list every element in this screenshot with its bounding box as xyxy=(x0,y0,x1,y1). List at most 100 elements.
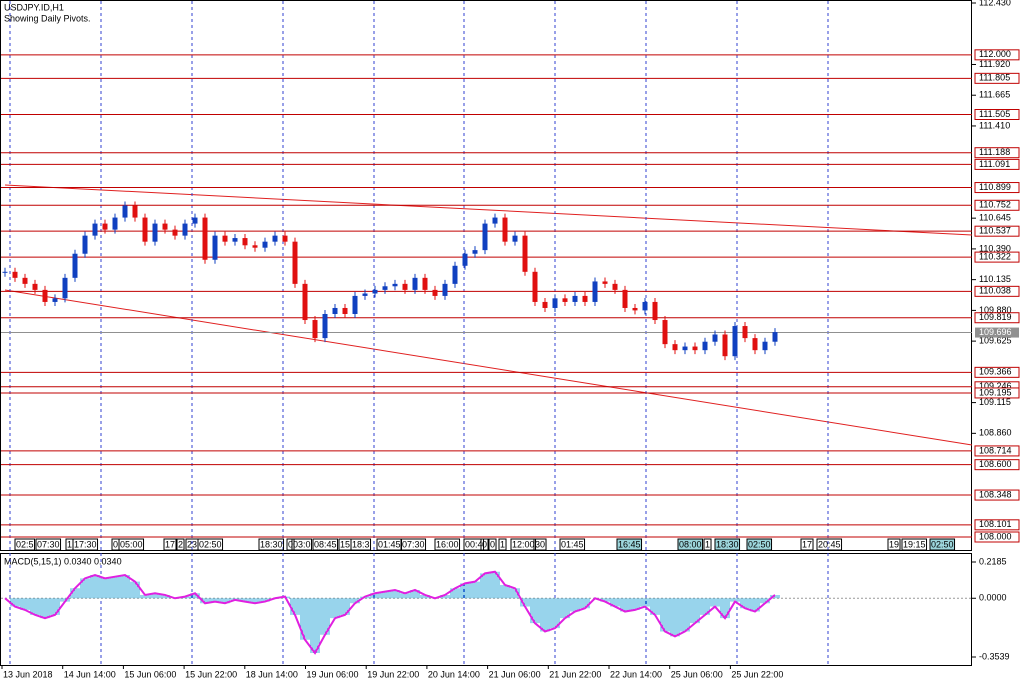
y-tick-label: 110.645 xyxy=(979,213,1011,223)
session-label: 18:30 xyxy=(260,539,283,549)
pivot-label: 110.537 xyxy=(979,226,1011,236)
pivot-box xyxy=(974,366,1020,378)
pivot-box xyxy=(974,312,1020,324)
candle xyxy=(482,223,488,251)
candle xyxy=(532,271,538,302)
x-tick-label: 20 Jun 14:00 xyxy=(428,669,480,679)
pivot-box xyxy=(974,72,1020,84)
x-tick-label: 15 Jun 06:00 xyxy=(124,669,176,679)
session-box xyxy=(291,538,313,551)
candle xyxy=(42,289,48,302)
candle xyxy=(202,217,208,260)
session-label: 03:0 xyxy=(293,539,311,549)
trend-line xyxy=(4,184,973,236)
candle xyxy=(352,295,358,314)
pivot-box xyxy=(974,387,1020,399)
session-box xyxy=(72,538,99,551)
candle xyxy=(592,281,598,302)
candle xyxy=(752,338,758,351)
session-label: 07:30 xyxy=(402,539,425,549)
y-tick-label: 109.880 xyxy=(979,305,1012,315)
session-label: 15 xyxy=(340,539,350,549)
pivot-box xyxy=(974,49,1020,61)
session-box xyxy=(463,538,485,551)
candle xyxy=(2,271,8,273)
y-tick-label: 111.665 xyxy=(979,90,1010,100)
session-box xyxy=(510,538,537,551)
macd-pane xyxy=(0,553,972,666)
session-box xyxy=(616,538,643,551)
candle xyxy=(112,217,118,230)
session-box xyxy=(434,538,461,551)
candle xyxy=(612,283,618,290)
x-tick-label: 21 Jun 22:00 xyxy=(549,669,601,679)
candle xyxy=(472,250,478,254)
pivot-label: 108.600 xyxy=(979,459,1012,469)
x-tick-label: 19 Jun 22:00 xyxy=(367,669,419,679)
session-box xyxy=(677,538,704,551)
candle xyxy=(722,334,728,357)
candle xyxy=(512,235,518,242)
candle xyxy=(662,320,668,345)
session-label: 18:30 xyxy=(716,539,739,549)
candle xyxy=(152,223,158,242)
candle xyxy=(322,313,328,339)
session-label: 18:3 xyxy=(352,539,370,549)
candle xyxy=(132,205,138,218)
session-box xyxy=(312,538,339,551)
candle xyxy=(332,307,338,314)
pivot-label: 109.195 xyxy=(979,387,1012,397)
macd-tick-label: -0.3539 xyxy=(979,651,1010,661)
candle xyxy=(372,289,378,294)
pivot-label: 111.505 xyxy=(979,109,1010,119)
candle xyxy=(462,253,468,266)
session-box xyxy=(498,538,507,551)
macd-tick-label: 0.2185 xyxy=(979,556,1007,566)
session-label: 1 xyxy=(705,539,710,549)
pivot-box xyxy=(974,445,1020,457)
session-box xyxy=(714,538,741,551)
candle xyxy=(62,277,68,299)
session-label: 1 xyxy=(67,539,72,549)
pivot-box xyxy=(974,225,1020,237)
candle xyxy=(682,346,688,351)
candle xyxy=(502,217,508,242)
pivot-label: 108.101 xyxy=(979,519,1012,529)
session-label: 02:50 xyxy=(199,539,222,549)
candle xyxy=(732,326,738,357)
pivot-box xyxy=(974,147,1020,159)
y-tick-label: 110.390 xyxy=(979,243,1011,253)
candle xyxy=(362,293,368,296)
session-label: 19 xyxy=(889,539,899,549)
pivot-label: 110.038 xyxy=(979,286,1011,296)
candle xyxy=(182,223,188,236)
session-box xyxy=(350,538,372,551)
session-label: 01:45 xyxy=(378,539,401,549)
candle xyxy=(742,326,748,339)
candle xyxy=(702,341,708,351)
session-box xyxy=(258,538,285,551)
candle xyxy=(222,235,228,242)
y-tick-label: 110.135 xyxy=(979,274,1011,284)
candle xyxy=(672,344,678,351)
candle xyxy=(552,298,558,308)
candle xyxy=(232,238,238,242)
candle xyxy=(402,283,408,290)
y-tick-label: 109.625 xyxy=(979,335,1012,345)
pivot-label: 111.805 xyxy=(979,73,1010,83)
macd-label: MACD(5,15,1) 0.0340 0.0340 xyxy=(4,556,122,566)
candle xyxy=(82,235,88,254)
candle xyxy=(252,245,258,248)
session-label: 01:45 xyxy=(561,539,584,549)
candle xyxy=(602,281,608,284)
candle xyxy=(422,277,428,290)
pivot-box xyxy=(974,459,1020,471)
candle xyxy=(392,283,398,287)
session-label: 16:45 xyxy=(618,539,641,549)
y-tick-label: 111.920 xyxy=(979,59,1010,69)
session-label: 12:00 xyxy=(512,539,535,549)
session-label: 05:00 xyxy=(120,539,143,549)
candle xyxy=(762,341,768,351)
session-label: 1 xyxy=(500,539,505,549)
session-label: 19:15 xyxy=(903,539,926,549)
